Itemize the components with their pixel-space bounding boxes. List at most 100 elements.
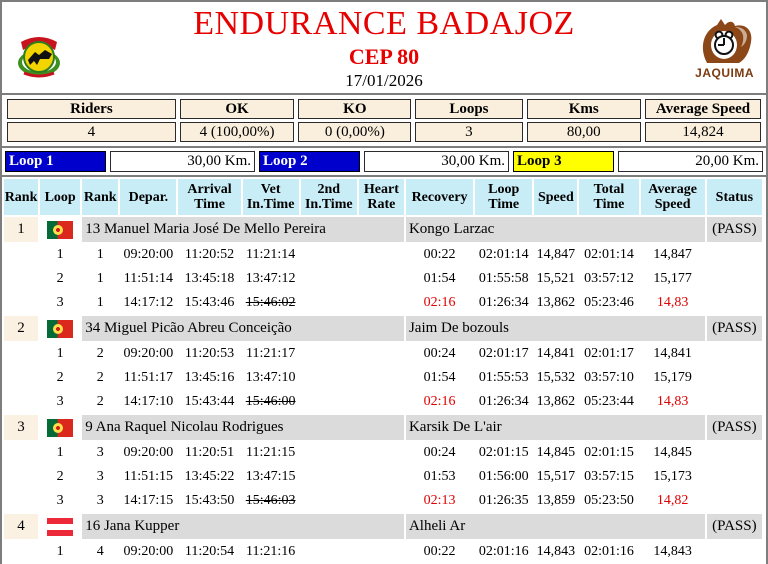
summary-value-cell: 80,00 [526, 122, 641, 142]
summary-header-cell: Kms [526, 99, 641, 119]
loop-number-cell: 2 [40, 367, 81, 389]
speed-cell: 15,521 [534, 268, 578, 290]
status-cell [706, 367, 762, 389]
flag-emblem-icon [53, 323, 64, 334]
vet-in-time-cell: 15:46:02 [242, 292, 299, 314]
rider-name-cell: 9 Ana Raquel Nicolau Rodrigues [82, 415, 404, 440]
recovery-cell: 02:16 [405, 391, 474, 413]
austria-flag-icon [47, 517, 74, 536]
average-speed-cell: 14,845 [640, 442, 705, 464]
loop-rank-cell: 4 [82, 541, 119, 563]
average-speed-cell: 14,843 [640, 541, 705, 563]
club-badge-icon [18, 37, 60, 78]
rank-cell [4, 343, 39, 365]
results-header-cell: Rank [4, 179, 39, 215]
heart-rate-cell [358, 292, 404, 314]
loop-label: Loop 3 [513, 151, 614, 172]
club-badge-logo [14, 29, 64, 86]
loop-distance-value: 30,00 Km. [110, 151, 255, 172]
horse-name-cell: Kongo Larzac [405, 217, 705, 242]
arrival-time-cell: 13:45:18 [178, 268, 241, 290]
speed-cell: 14,847 [534, 244, 578, 266]
departure-time-cell: 14:17:15 [120, 490, 177, 512]
rank-cell [4, 466, 39, 488]
departure-time-cell: 09:20:00 [120, 343, 177, 365]
results-header-cell: Loop [40, 179, 81, 215]
rank-cell [4, 490, 39, 512]
speed-cell: 14,841 [534, 343, 578, 365]
average-speed-cell: 15,179 [640, 367, 705, 389]
loop-rank-cell: 2 [82, 343, 119, 365]
loop-rank-cell: 3 [82, 466, 119, 488]
status-cell [706, 490, 762, 512]
status-cell [706, 244, 762, 266]
loop-rank-cell: 3 [82, 442, 119, 464]
horse-name-cell: Alheli Ar [405, 514, 705, 539]
loop-detail-row: 3 3 14:17:15 15:43:50 15:46:03 02:13 01:26:35 1… [4, 490, 762, 512]
total-time-cell: 05:23:44 [579, 391, 639, 413]
loop-time-cell: 01:55:58 [475, 268, 533, 290]
loop-detail-row: 2 2 11:51:17 13:45:16 13:47:10 01:54 01:55:53 1… [4, 367, 762, 389]
loop-time-cell: 01:26:34 [475, 292, 533, 314]
rider-row: 4 16 Jana Kupper Alheli Ar (PASS) [4, 514, 762, 539]
loop-rank-cell: 3 [82, 490, 119, 512]
status-cell [706, 343, 762, 365]
rider-flag-cell [40, 415, 81, 440]
status-cell [706, 391, 762, 413]
second-in-time-cell [300, 391, 357, 413]
second-in-time-cell [300, 343, 357, 365]
loop-distance-value: 30,00 Km. [364, 151, 509, 172]
heart-rate-cell [358, 541, 404, 563]
second-in-time-cell [300, 268, 357, 290]
status-cell: (PASS) [706, 415, 762, 440]
average-speed-cell: 15,173 [640, 466, 705, 488]
rank-cell [4, 541, 39, 563]
total-time-cell: 05:23:46 [579, 292, 639, 314]
title-block: JAQUIMA ENDURANCE BADAJOZ CEP 80 17/01/2… [2, 2, 766, 95]
loop-time-cell: 02:01:17 [475, 343, 533, 365]
vet-in-time-cell: 15:46:00 [242, 391, 299, 413]
vet-in-time-cell: 13:47:12 [242, 268, 299, 290]
summary-value-cell: 4 [7, 122, 176, 142]
heart-rate-cell [358, 244, 404, 266]
loop-detail-row: 1 1 09:20:00 11:20:52 11:21:14 00:22 02:01:14 1… [4, 244, 762, 266]
average-speed-cell: 15,177 [640, 268, 705, 290]
portugal-flag-icon [47, 319, 74, 338]
second-in-time-cell [300, 442, 357, 464]
summary-value-cell: 0 (0,00%) [298, 122, 412, 142]
loop-detail-row: 1 4 09:20:00 11:20:54 11:21:16 00:22 02:01:16 1… [4, 541, 762, 563]
summary-value-cell: 3 [415, 122, 523, 142]
average-speed-cell: 14,83 [640, 391, 705, 413]
vet-in-time-cell: 11:21:14 [242, 244, 299, 266]
rank-cell [4, 367, 39, 389]
second-in-time-cell [300, 244, 357, 266]
status-cell [706, 541, 762, 563]
loop-number-cell: 3 [40, 490, 81, 512]
heart-rate-cell [358, 343, 404, 365]
loop-time-cell: 01:26:35 [475, 490, 533, 512]
loop-detail-row: 3 2 14:17:10 15:43:44 15:46:00 02:16 01:26:34 1… [4, 391, 762, 413]
rider-flag-cell [40, 316, 81, 341]
rider-name-cell: 16 Jana Kupper [82, 514, 404, 539]
status-cell [706, 268, 762, 290]
heart-rate-cell [358, 391, 404, 413]
loop-number-cell: 3 [40, 292, 81, 314]
average-speed-cell: 14,841 [640, 343, 705, 365]
results-header-cell: Average Speed [640, 179, 705, 215]
loop-label: Loop 2 [259, 151, 360, 172]
speed-cell: 14,845 [534, 442, 578, 464]
jaquima-label: JAQUIMA [695, 66, 754, 80]
second-in-time-cell [300, 367, 357, 389]
rank-cell [4, 292, 39, 314]
average-speed-cell: 14,83 [640, 292, 705, 314]
second-in-time-cell [300, 466, 357, 488]
loop-rank-cell: 1 [82, 244, 119, 266]
jaquima-logo: JAQUIMA [695, 18, 754, 80]
loop-rank-cell: 1 [82, 268, 119, 290]
loop-number-cell: 1 [40, 343, 81, 365]
rank-cell [4, 244, 39, 266]
loop-number-cell: 1 [40, 541, 81, 563]
arrival-time-cell: 11:20:52 [178, 244, 241, 266]
horse-name-cell: Karsik De L'air [405, 415, 705, 440]
summary-header-cell: OK [179, 99, 295, 119]
